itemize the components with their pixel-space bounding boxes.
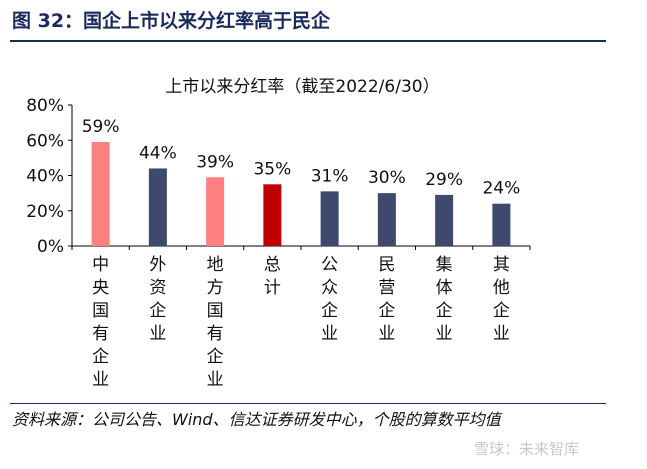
bar — [206, 177, 225, 246]
bar-value-label: 44% — [139, 143, 177, 163]
x-category-label: 地方国有企业 — [207, 255, 224, 390]
bar — [435, 194, 454, 246]
y-tick-label: 80% — [26, 96, 64, 116]
x-category-label: 外资企业 — [149, 255, 166, 344]
chart-title: 上市以来分红率（截至2022/6/30） — [165, 77, 440, 97]
bar-chart: 0% 20% 40% 60% 80% 59% 中央国有企业 44% 外资企业 39% 地方国有企业 3… — [26, 96, 531, 390]
bar-value-label: 30% — [368, 168, 406, 188]
bar — [320, 191, 339, 246]
bar-value-label: 29% — [425, 170, 463, 190]
footer-divider — [10, 403, 606, 404]
x-category-label: 民营企业 — [378, 255, 395, 344]
x-category-label: 其他企业 — [493, 255, 510, 344]
bar — [148, 168, 167, 246]
y-tick-label: 40% — [26, 167, 64, 187]
title-divider — [10, 40, 606, 42]
x-category-label: 集体企业 — [436, 255, 453, 344]
bar-value-label: 31% — [311, 166, 349, 186]
bar-value-label: 39% — [196, 152, 234, 172]
watermark-text: 雪球：未来智库 — [474, 440, 580, 458]
bar-value-label: 24% — [482, 179, 520, 199]
bar — [91, 142, 110, 246]
figure-title: 图 32：国企上市以来分红率高于民企 — [12, 10, 331, 32]
source-note: 资料来源：公司公告、Wind、信达证券研发中心，个股的算数平均值 — [12, 410, 501, 429]
x-category-label: 公众企业 — [321, 255, 338, 344]
y-tick-label: 60% — [26, 131, 64, 151]
x-category-label: 总计 — [264, 255, 281, 298]
bar — [377, 193, 396, 246]
bar-value-label: 35% — [253, 159, 291, 179]
y-tick-label: 20% — [26, 202, 64, 222]
x-category-label: 中央国有企业 — [92, 255, 109, 390]
bar-value-label: 59% — [82, 117, 120, 137]
bar — [263, 184, 282, 246]
y-tick-label: 0% — [37, 237, 64, 257]
bar — [492, 203, 511, 246]
